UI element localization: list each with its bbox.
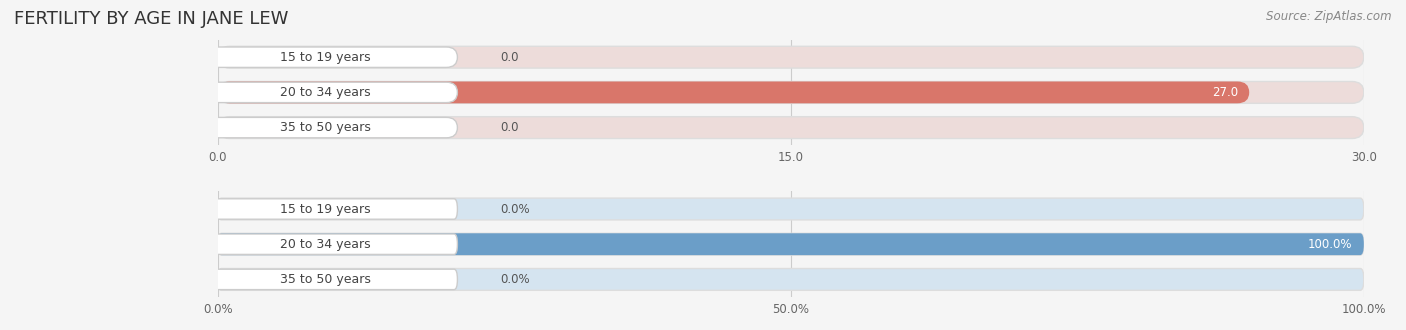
FancyBboxPatch shape [218,46,1364,68]
FancyBboxPatch shape [193,82,457,103]
Text: 0.0: 0.0 [499,51,519,64]
FancyBboxPatch shape [218,82,1364,103]
FancyBboxPatch shape [218,117,1364,139]
Text: 20 to 34 years: 20 to 34 years [280,238,370,251]
Text: 35 to 50 years: 35 to 50 years [280,121,371,134]
Text: 15 to 19 years: 15 to 19 years [280,51,370,64]
Text: 0.0%: 0.0% [499,203,530,215]
FancyBboxPatch shape [218,82,1250,103]
FancyBboxPatch shape [193,234,457,254]
Text: 35 to 50 years: 35 to 50 years [280,273,371,286]
Text: 27.0: 27.0 [1212,86,1237,99]
FancyBboxPatch shape [193,117,457,138]
Text: 100.0%: 100.0% [1308,238,1353,251]
Text: Source: ZipAtlas.com: Source: ZipAtlas.com [1267,10,1392,23]
FancyBboxPatch shape [193,269,457,290]
FancyBboxPatch shape [218,269,1364,290]
Text: 20 to 34 years: 20 to 34 years [280,86,370,99]
FancyBboxPatch shape [193,47,457,67]
FancyBboxPatch shape [193,199,457,219]
Text: 0.0: 0.0 [499,121,519,134]
Text: 0.0%: 0.0% [499,273,530,286]
FancyBboxPatch shape [218,233,1364,255]
FancyBboxPatch shape [218,233,1364,255]
FancyBboxPatch shape [218,198,1364,220]
Text: FERTILITY BY AGE IN JANE LEW: FERTILITY BY AGE IN JANE LEW [14,10,288,28]
Text: 15 to 19 years: 15 to 19 years [280,203,370,215]
